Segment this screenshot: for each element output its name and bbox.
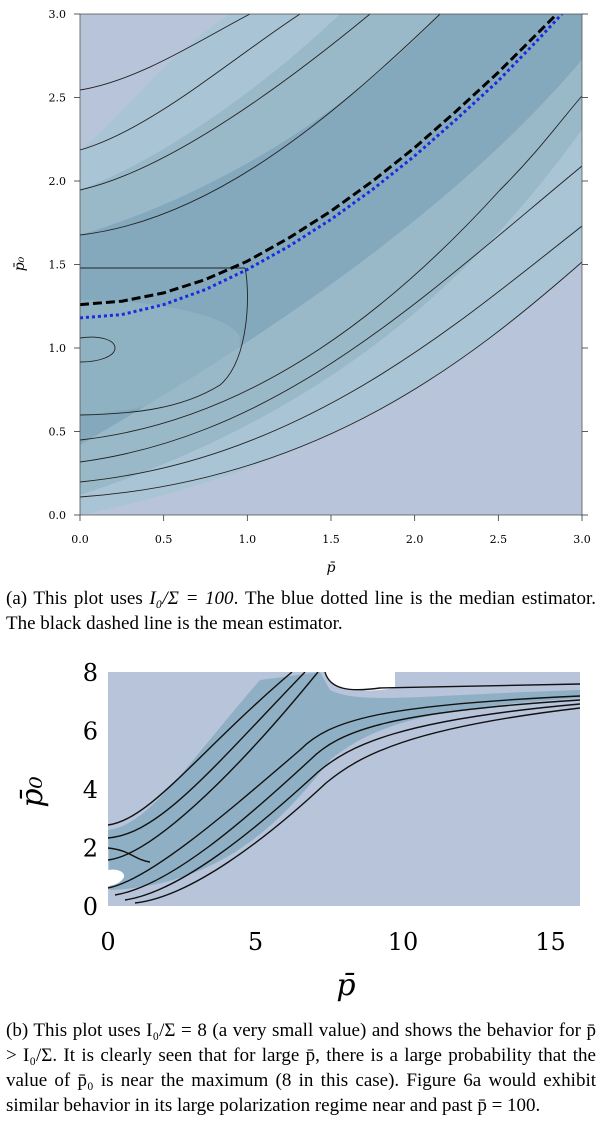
contour-line: [108, 695, 580, 889]
y-tick-label: 2: [83, 835, 98, 863]
contour-line: [80, 336, 116, 363]
y-tick-label: 2.5: [49, 92, 67, 105]
contour-line: [80, 225, 582, 483]
contour-lines-b: [108, 672, 580, 904]
contour-line: [80, 165, 582, 463]
contour-line: [80, 14, 371, 191]
estimator-lines-a: [80, 14, 563, 320]
median-estimator-line: [80, 14, 563, 320]
unfilled-region: [108, 869, 125, 886]
contour-line: [80, 261, 582, 498]
contour-line: [108, 672, 293, 826]
x-tick-label: 10: [388, 928, 419, 956]
contour-plot-b: 0 5 10 15 0 2 4 6 8 p̄ p̄₀: [15, 659, 580, 1003]
unfilled-region: [325, 672, 395, 691]
x-tick-label: 15: [535, 928, 566, 956]
y-axis-label-a: p̄₀: [12, 256, 28, 271]
caption-a-math: I₀/Σ = 100: [149, 588, 234, 609]
y-tick-label: 1.5: [49, 259, 67, 272]
contour-plot-a: 0.0 0.5 1.0 1.5 2.0 2.5 3.0 0.0 0.5 1.0 1.5 2.0 2.5 3…: [12, 8, 591, 576]
contour-line: [80, 14, 301, 151]
contour-line: [80, 14, 441, 236]
y-axis-label-b: p̄₀: [15, 776, 50, 807]
y-tick-label: 0: [83, 893, 98, 921]
contour-band: [80, 14, 440, 235]
y-tick-label: 0.5: [49, 426, 67, 439]
contour-bands-a: [80, 14, 582, 515]
contour-line: [134, 707, 580, 904]
caption-a-rest: . The blue dotted line is the median est…: [6, 588, 596, 634]
contour-line: [114, 699, 580, 896]
contour-line: [108, 847, 151, 863]
x-tick-label: 1.5: [322, 533, 340, 546]
x-tick-label: 2.5: [490, 533, 508, 546]
contour-line: [80, 95, 582, 441]
x-tick-label: 0: [100, 928, 115, 956]
y-tick-label: 4: [83, 776, 98, 804]
ticks-a: 0.0 0.5 1.0 1.5 2.0 2.5 3.0 0.0 0.5 1.0 1.5 2.0 2.5 3…: [49, 8, 591, 546]
contour-band: [80, 14, 340, 190]
mean-estimator-line: [80, 14, 558, 307]
contour-band: [80, 60, 582, 495]
x-tick-label: 5: [248, 928, 263, 956]
contour-band: [108, 672, 580, 890]
figure-a: 0.0 0.5 1.0 1.5 2.0 2.5 3.0 0.0 0.5 1.0 1.5 2.0 2.5 3…: [12, 8, 591, 576]
contour-line: [80, 14, 251, 91]
y-tick-label: 8: [83, 659, 98, 687]
contour-line: [108, 672, 306, 839]
x-tick-label: 0.5: [155, 533, 173, 546]
x-tick-label: 3.0: [573, 533, 591, 546]
contour-band: [80, 14, 230, 150]
x-tick-label: 0.0: [71, 533, 89, 546]
y-tick-label: 3.0: [49, 8, 67, 21]
caption-a: (a) This plot uses I₀/Σ = 100. The blue …: [6, 586, 596, 636]
y-tick-label: 2.0: [49, 175, 67, 188]
contour-band: [80, 130, 582, 515]
contour-lines-a: [80, 14, 582, 498]
caption-a-lead: (a) This plot uses: [6, 588, 150, 609]
x-tick-label: 2.0: [406, 533, 424, 546]
y-tick-label: 6: [83, 718, 98, 746]
figure-b: 0 5 10 15 0 2 4 6 8 p̄ p̄₀: [0, 650, 600, 1010]
contour-line: [108, 672, 319, 861]
ticks-b: 0 5 10 15 0 2 4 6 8: [83, 659, 566, 956]
contour-line: [124, 703, 580, 901]
contour-line: [80, 267, 248, 416]
x-axis-label-a: p̄: [327, 560, 336, 576]
x-axis-label-b: p̄: [336, 968, 355, 1003]
contour-line: [324, 672, 580, 691]
contour-bands-b: [108, 672, 580, 890]
x-tick-label: 1.0: [239, 533, 257, 546]
y-tick-label: 0.0: [49, 509, 67, 522]
y-tick-label: 1.0: [49, 342, 67, 355]
caption-b: (b) This plot uses I₀/Σ = 8 (a very smal…: [6, 1020, 596, 1116]
